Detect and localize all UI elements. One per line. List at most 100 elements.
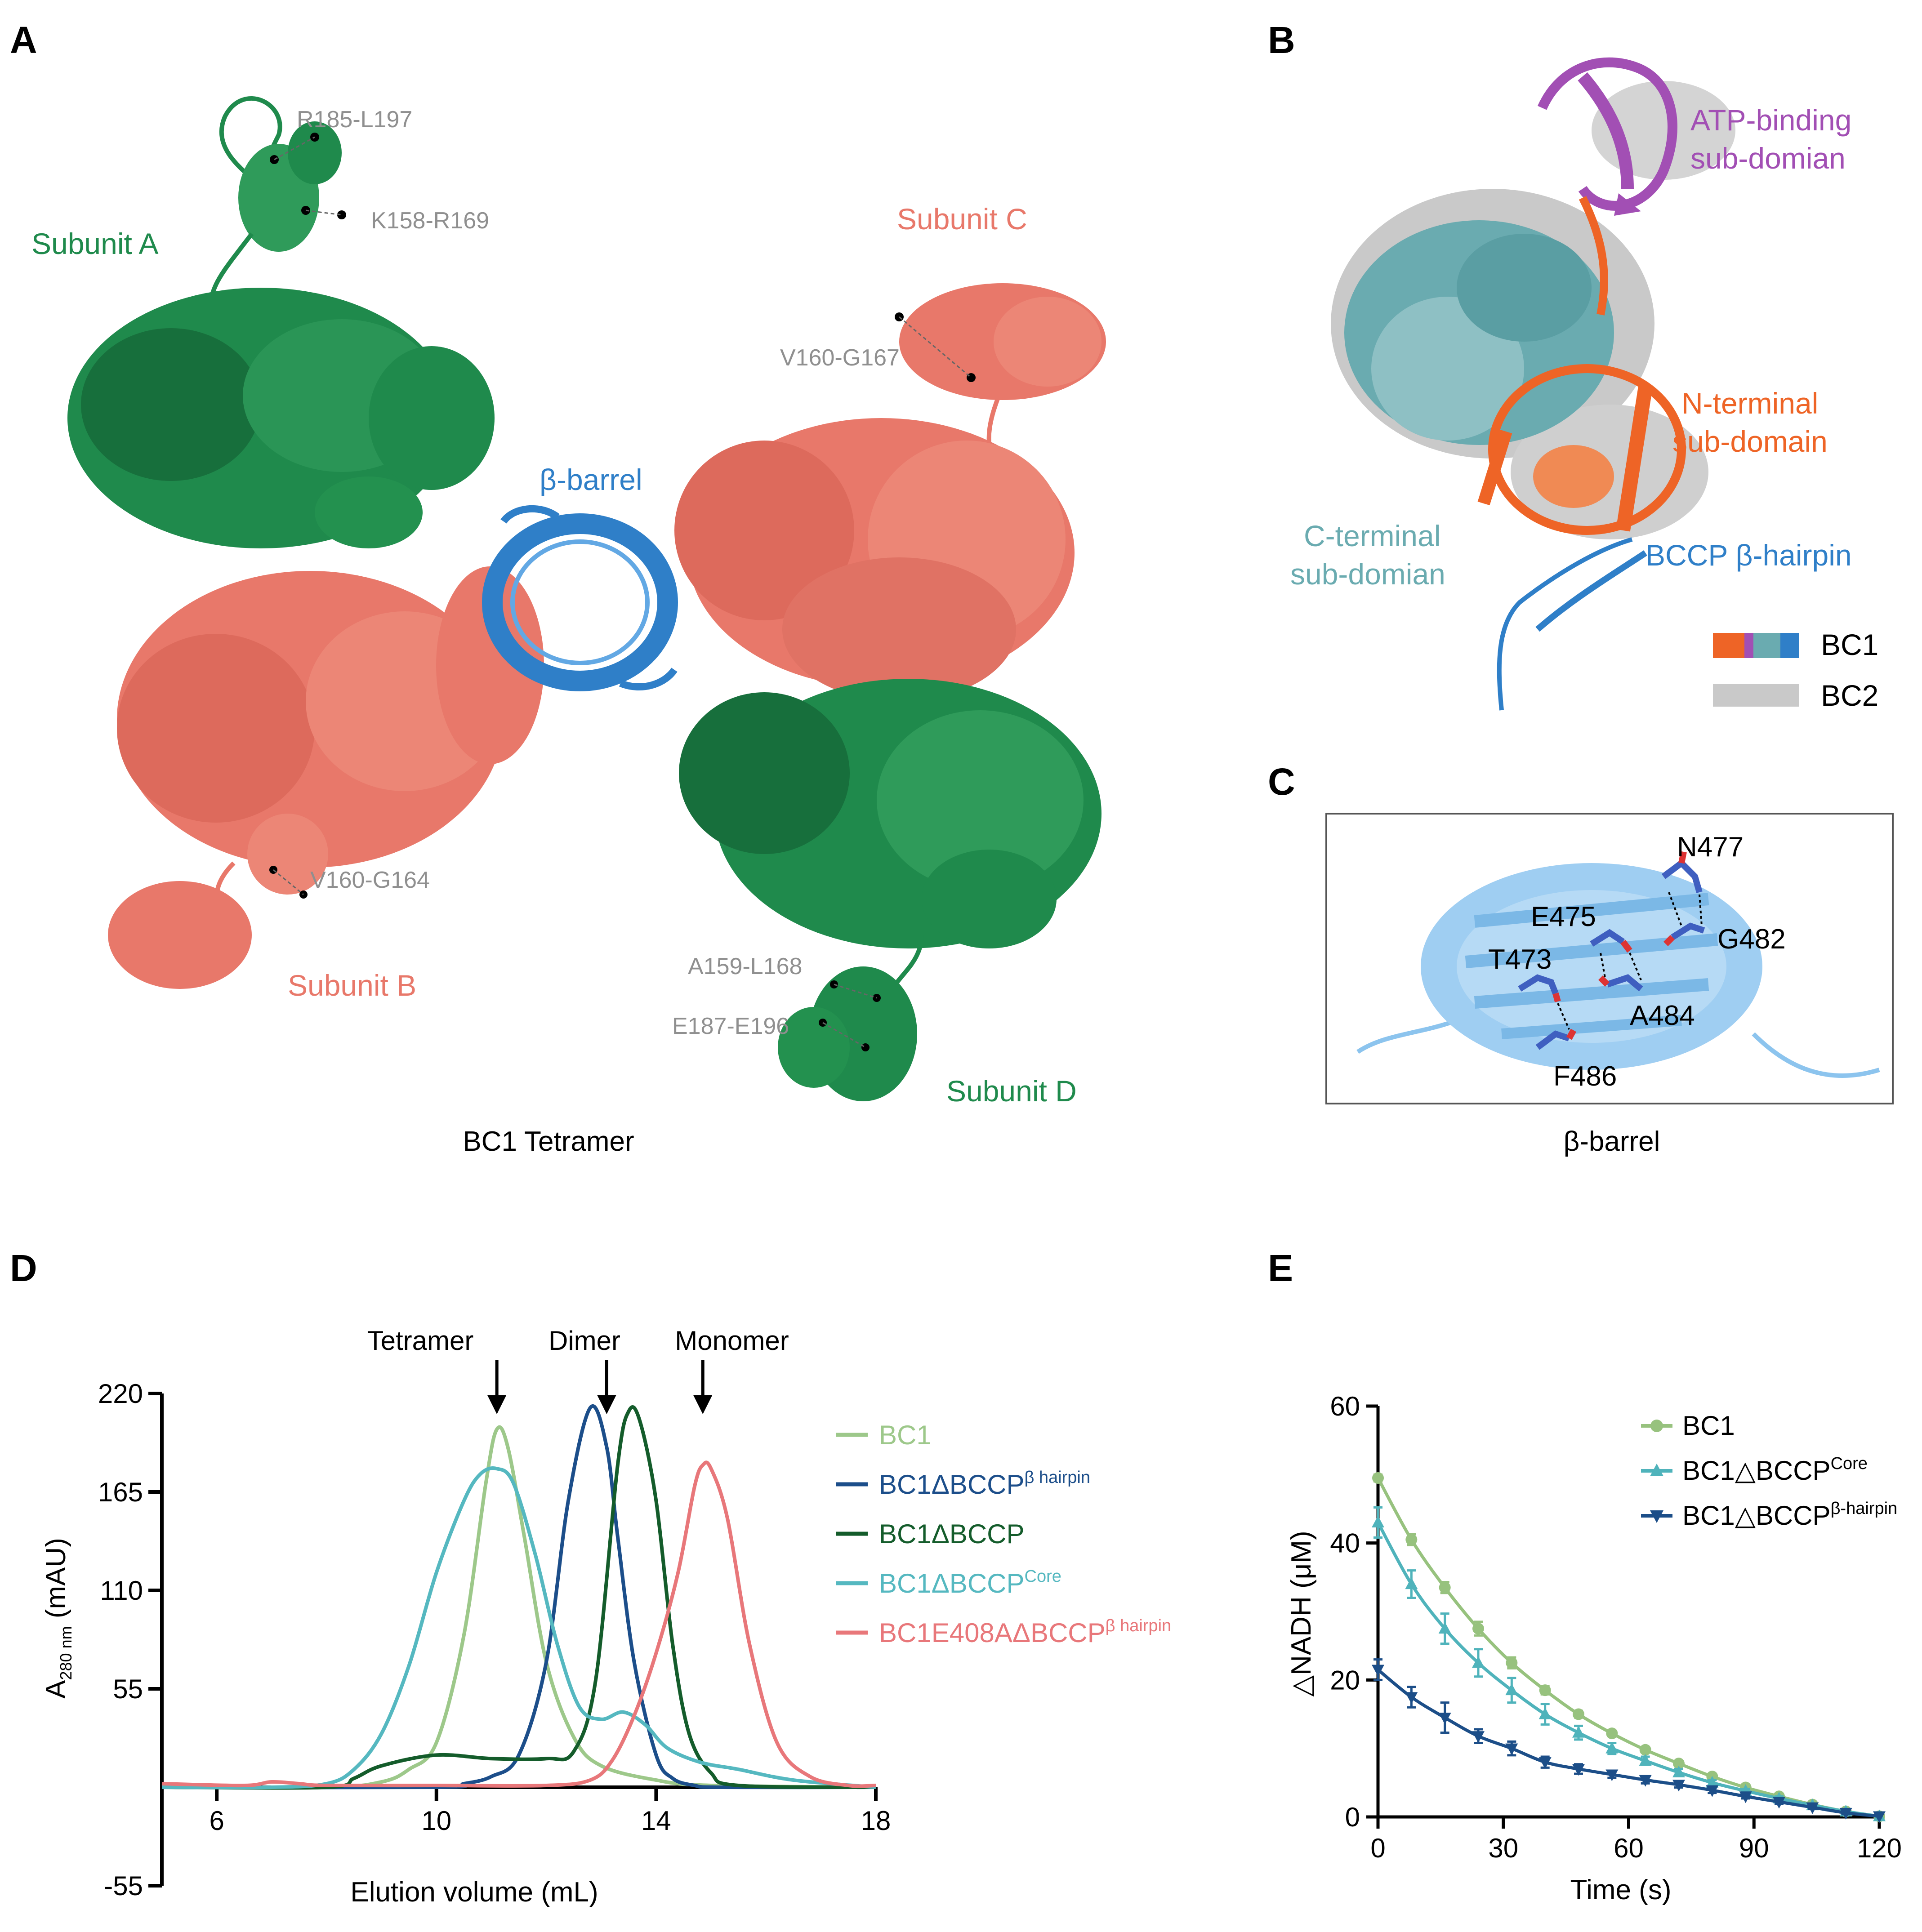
subunit-d-label: Subunit D: [946, 1074, 1077, 1108]
chart-d-y-tick-label: -55: [104, 1871, 143, 1901]
subunit-a-structure: [67, 96, 495, 548]
chart-e-point: [1573, 1708, 1584, 1720]
bc1-legend-label: BC1: [1821, 628, 1878, 661]
subunit-c-label: Subunit C: [897, 202, 1027, 236]
legend-d-bc1-base: BC1: [879, 1420, 932, 1450]
chart-d-series-bc1-bccp-hairpin: [161, 1404, 876, 1790]
panel-a: A: [10, 19, 1106, 1157]
chart-d-x-tick-label: 10: [421, 1806, 451, 1836]
subunit-b-structure: [108, 566, 544, 989]
chart-d-y-tick-label: 220: [98, 1379, 143, 1409]
bc2-legend-label: BC2: [1821, 679, 1878, 712]
subunit-d-structure: [679, 679, 1101, 1101]
panel-b: B ATP-binding sub-domian N-te: [1268, 19, 1878, 712]
chart-e-legend: BC1 BC1△BCCPCore BC1△BCCPβ-hairpin: [1641, 1411, 1897, 1531]
chart-d-y-label-unit: (mAU): [40, 1538, 71, 1626]
chart-d-series-bc1-bccp: [161, 1405, 876, 1790]
legend-d-dbccp-hairpin-sup: β hairpin: [1025, 1468, 1091, 1487]
legend-e-hairpin-base: BC1△BCCP: [1682, 1500, 1831, 1531]
chart-e-point: [1739, 1791, 1752, 1803]
panel-d: D Tetramer Dimer Monomer 220 165 110 55 -55 6…: [10, 1247, 1171, 1908]
chart-d-x-tick-label: 18: [861, 1806, 891, 1836]
chart-e-point: [1372, 1472, 1384, 1484]
c-terminal-label-1: C-terminal: [1304, 519, 1440, 552]
legend-e-label-core: BC1△BCCPCore: [1682, 1454, 1868, 1486]
chart-e-point: [1773, 1797, 1785, 1809]
gap-label-v160-g167: V160-G167: [780, 345, 900, 371]
chart-e-point: [1472, 1656, 1485, 1668]
chart-e-point: [1405, 1577, 1418, 1589]
chart-e-point: [1405, 1692, 1418, 1704]
residue-f486: F486: [1553, 1061, 1617, 1092]
legend-e-core-base: BC1△BCCP: [1682, 1456, 1831, 1486]
chart-d-series-bc1-bccp-core: [161, 1466, 876, 1790]
legend-e-marker-core: [1650, 1464, 1663, 1476]
chart-d-y-tick-label: 55: [113, 1674, 143, 1704]
panel-b-letter: B: [1268, 19, 1295, 61]
legend-e-label-hairpin: BC1△BCCPβ-hairpin: [1682, 1499, 1897, 1531]
beta-barrel-closeup: [1356, 851, 1880, 1078]
residue-t473: T473: [1488, 944, 1552, 975]
bc1-swatch-teal: [1753, 633, 1780, 658]
chart-e-point: [1405, 1534, 1418, 1546]
legend-d-label-dbccp: BC1ΔBCCP: [879, 1519, 1025, 1549]
chart-e-point: [1639, 1775, 1652, 1787]
gap-label-a159-l168: A159-L168: [688, 953, 802, 979]
bc-legend: BC1 BC2: [1713, 628, 1878, 712]
chart-e-axes: 0 20 40 60 0 30 60 90 120: [1330, 1391, 1902, 1863]
atp-binding-label-2: sub-domian: [1690, 142, 1846, 175]
chart-d-series: [161, 1404, 876, 1790]
chart-e-point: [1839, 1807, 1852, 1820]
gap-label-v160-g164: V160-G164: [310, 867, 430, 893]
legend-d-label-dbccp-hairpin: BC1ΔBCCPβ hairpin: [879, 1468, 1090, 1500]
chart-e-x-tick-label: 90: [1739, 1833, 1769, 1863]
beta-barrel-structure: [482, 505, 678, 691]
legend-d-e408a-base: BC1E408AΔBCCP: [879, 1618, 1106, 1648]
chart-e-point: [1372, 1665, 1384, 1677]
subunit-c-structure: [674, 283, 1106, 701]
chart-d-y-tick-label: 110: [100, 1576, 143, 1606]
chart-e-point: [1539, 1684, 1551, 1696]
legend-d-label-e408a: BC1E408AΔBCCPβ hairpin: [879, 1616, 1171, 1648]
chart-d-y-label-sub: 280 nm: [57, 1626, 75, 1680]
bc2-swatch: [1713, 684, 1799, 707]
chart-e-y-tick-label: 60: [1330, 1391, 1360, 1421]
chart-d-series-bc1: [161, 1425, 876, 1790]
chart-d-series-bc1e408a-bccp-hairpin: [161, 1460, 876, 1788]
chart-e-point: [1505, 1683, 1518, 1696]
legend-e-marker-hairpin: [1650, 1510, 1663, 1523]
chart-e-point: [1639, 1744, 1651, 1756]
chart-d-y-label: A280 nm (mAU): [40, 1538, 75, 1699]
panel-e-letter: E: [1268, 1247, 1293, 1289]
legend-d-label-bc1: BC1: [879, 1420, 932, 1450]
chart-e-curve: [1376, 1522, 1880, 1818]
n-terminal-label-1: N-terminal: [1681, 387, 1818, 420]
gap-label-r185-l197: R185-L197: [297, 107, 412, 133]
chart-d-y-label-main: A: [40, 1680, 71, 1699]
chart-d-y-tick-label: 165: [98, 1477, 143, 1507]
chart-e-y-label: △NADH (μM): [1286, 1531, 1317, 1696]
chart-e-x-tick-label: 0: [1370, 1833, 1385, 1863]
legend-e-hairpin-sup: β-hairpin: [1831, 1499, 1898, 1518]
legend-d-dbccp-base: BC1ΔBCCP: [879, 1519, 1025, 1549]
legend-d-dbccp-core-base: BC1ΔBCCP: [879, 1568, 1025, 1598]
n-terminal-label-2: sub-domain: [1672, 425, 1828, 458]
chart-d-legend: BC1 BC1ΔBCCPβ hairpin BC1ΔBCCP BC1ΔBCCPC…: [836, 1420, 1171, 1648]
chart-e-series-bc1-bccp-core: [1372, 1506, 1886, 1821]
chart-e-point: [1706, 1785, 1719, 1797]
chart-e-point: [1605, 1741, 1619, 1754]
legend-e-label-bc1: BC1: [1682, 1411, 1735, 1441]
chart-e-point: [1605, 1769, 1619, 1781]
chart-e-point: [1506, 1657, 1518, 1669]
subunit-a-label: Subunit A: [31, 227, 159, 260]
chart-e-point: [1806, 1802, 1819, 1814]
subunit-b-label: Subunit B: [288, 969, 416, 1002]
gap-label-e187-e196: E187-E196: [672, 1013, 789, 1039]
panel-a-letter: A: [10, 19, 37, 61]
c-terminal-label-2: sub-domian: [1290, 557, 1445, 591]
chart-e-point: [1438, 1713, 1451, 1725]
atp-binding-label-1: ATP-binding: [1690, 103, 1851, 137]
chart-e-point: [1572, 1726, 1585, 1738]
